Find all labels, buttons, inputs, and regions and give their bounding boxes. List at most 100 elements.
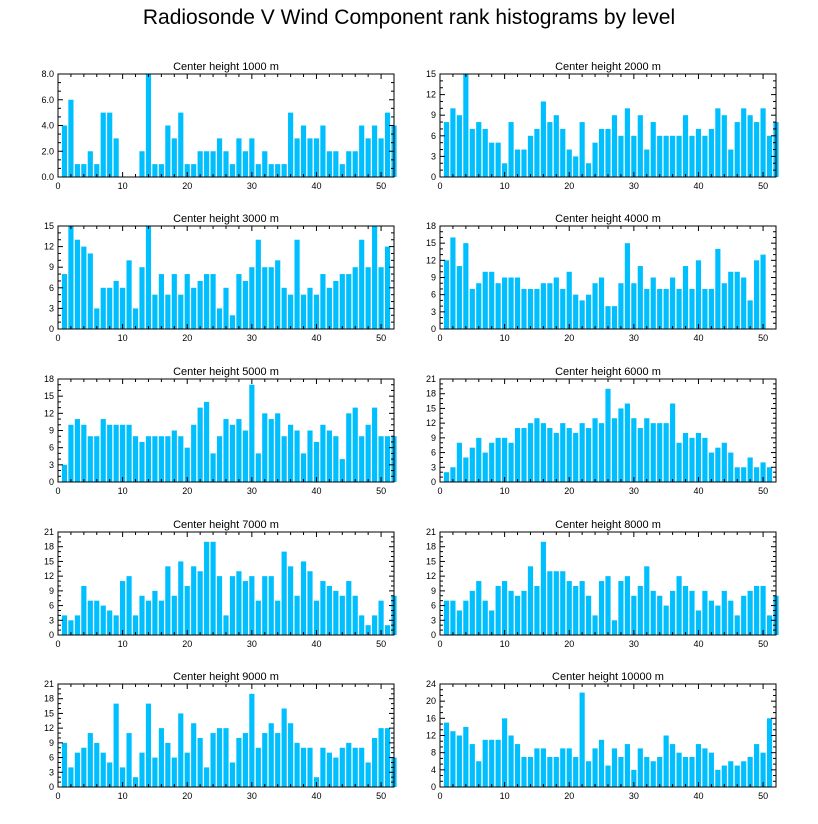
bar — [611, 115, 618, 177]
bar — [728, 452, 734, 482]
bar — [489, 271, 495, 329]
bar — [650, 277, 656, 329]
bar — [611, 306, 618, 329]
bar — [223, 151, 229, 177]
y-tick-label: 9 — [49, 738, 54, 748]
bar — [236, 138, 242, 177]
bar — [650, 423, 656, 482]
bar — [618, 283, 624, 329]
bar — [120, 767, 126, 787]
bar — [197, 571, 203, 635]
bar — [120, 581, 126, 635]
x-tick-label: 0 — [55, 639, 60, 649]
bar — [715, 108, 721, 177]
bar — [495, 437, 501, 482]
bar — [171, 274, 177, 329]
y-tick-label: 12 — [426, 255, 436, 265]
bar — [216, 728, 223, 787]
bar — [489, 442, 495, 482]
x-tick-label: 20 — [564, 486, 574, 496]
x-tick-label: 40 — [311, 486, 321, 496]
bar — [61, 615, 68, 635]
bar — [197, 407, 203, 482]
y-tick-label: 21 — [44, 527, 54, 537]
panel-3: Center height 3000 m 0 10 20 30 40 50 0 3 6 9 12 15 — [44, 213, 395, 343]
bar — [463, 726, 469, 787]
bar — [611, 748, 618, 787]
bar — [87, 600, 93, 635]
bar — [495, 585, 501, 635]
bar — [249, 693, 255, 787]
bar — [721, 115, 727, 177]
y-tick-label: 15 — [44, 708, 54, 718]
bar — [242, 733, 248, 787]
x-tick-label: 50 — [376, 791, 386, 801]
bar — [527, 423, 534, 482]
x-tick-label: 30 — [247, 181, 257, 191]
bar — [760, 585, 766, 635]
bar — [682, 266, 689, 329]
bar — [339, 747, 345, 787]
bar — [605, 576, 611, 635]
bar — [495, 142, 501, 177]
bar — [579, 581, 585, 635]
bar — [650, 590, 656, 635]
bar — [229, 424, 236, 482]
y-tick-label: 12 — [426, 731, 436, 741]
bar — [450, 600, 456, 635]
y-tick-label: 9 — [431, 110, 436, 120]
bar — [540, 748, 546, 787]
bar — [734, 765, 740, 787]
bar — [178, 713, 184, 787]
bar — [365, 138, 371, 177]
bar — [139, 595, 145, 635]
bar — [68, 620, 74, 635]
bar — [359, 239, 365, 329]
bar — [339, 164, 345, 177]
bar — [489, 610, 495, 635]
bar — [152, 590, 158, 635]
bar — [197, 151, 203, 177]
bar — [566, 748, 572, 787]
bar — [747, 756, 753, 787]
bar — [741, 108, 747, 177]
bar — [728, 271, 734, 329]
bar — [68, 99, 74, 177]
chart-title: Radiosonde V Wind Component rank histogr… — [142, 6, 676, 29]
bar — [482, 271, 488, 329]
x-tick-label: 50 — [376, 486, 386, 496]
bar — [469, 128, 475, 177]
bar — [120, 287, 126, 329]
bar — [443, 472, 450, 482]
bar — [689, 437, 695, 482]
bar — [165, 294, 171, 329]
bar — [365, 625, 371, 635]
bar — [288, 294, 294, 329]
bar — [307, 747, 313, 787]
bar — [346, 274, 352, 329]
bar — [326, 151, 332, 177]
bar — [695, 432, 702, 482]
bar — [74, 615, 80, 635]
bar — [100, 112, 106, 177]
bar — [113, 138, 119, 177]
y-tick-label: 9 — [431, 273, 436, 283]
bar — [107, 424, 113, 482]
x-tick-label: 0 — [55, 181, 60, 191]
y-tick-label: 21 — [426, 374, 436, 384]
bar — [326, 752, 332, 787]
bar — [670, 403, 676, 482]
bar — [378, 600, 384, 635]
bar — [637, 748, 643, 787]
x-tick-label: 20 — [182, 639, 192, 649]
y-tick-label: 12 — [426, 418, 436, 428]
bar — [676, 752, 682, 787]
x-tick-label: 0 — [55, 486, 60, 496]
bar — [463, 600, 469, 635]
bar — [657, 423, 663, 482]
x-tick-label: 30 — [629, 486, 639, 496]
bar — [631, 769, 637, 787]
bar — [281, 287, 287, 329]
y-tick-label: 3 — [431, 462, 436, 472]
x-tick-label: 50 — [376, 333, 386, 343]
